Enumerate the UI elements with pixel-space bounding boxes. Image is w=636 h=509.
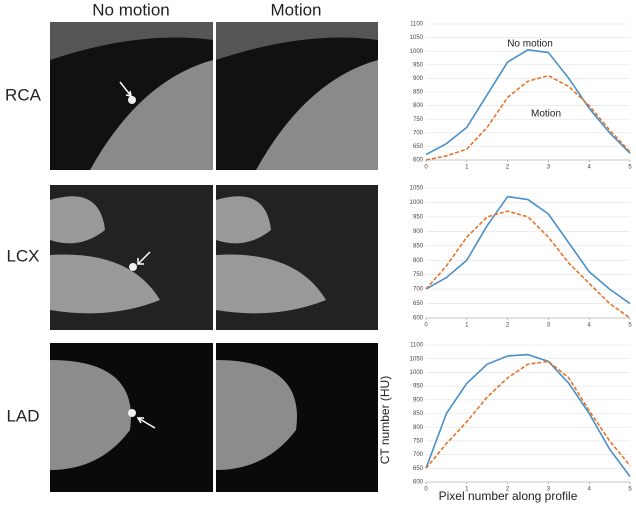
- y-tick-label: 850: [413, 411, 424, 417]
- y-tick-label: 750: [413, 438, 424, 444]
- series-line: [425, 195, 631, 305]
- x-axis-label: Pixel number along profile: [439, 489, 578, 503]
- y-tick-label: 900: [413, 397, 424, 403]
- y-tick-label: 750: [413, 117, 424, 123]
- x-tick-label: 5: [628, 323, 632, 329]
- y-tick-label: 950: [413, 62, 424, 68]
- x-tick-label: 1: [465, 165, 469, 171]
- x-tick-label: 0: [424, 165, 428, 171]
- x-tick-label: 4: [588, 323, 592, 329]
- row-label: LCX: [6, 246, 39, 265]
- y-tick-label: 850: [413, 90, 424, 96]
- y-tick-label: 650: [413, 301, 424, 307]
- y-tick-label: 950: [413, 214, 424, 220]
- annotation: Motion: [531, 109, 561, 120]
- x-tick-label: 5: [628, 487, 632, 493]
- y-tick-label: 800: [413, 258, 424, 264]
- series-line: [425, 353, 631, 477]
- x-tick-label: 2: [506, 165, 510, 171]
- y-tick-label: 700: [413, 287, 424, 293]
- x-tick-label: 1: [465, 323, 469, 329]
- series-line: [425, 360, 631, 469]
- y-tick-label: 750: [413, 272, 424, 278]
- x-tick-label: 5: [628, 165, 632, 171]
- y-tick-label: 800: [413, 103, 424, 109]
- row-label: RCA: [5, 85, 42, 104]
- y-tick-label: 850: [413, 243, 424, 249]
- x-tick-label: 2: [506, 323, 510, 329]
- y-tick-label: 600: [413, 480, 424, 486]
- y-tick-label: 900: [413, 229, 424, 235]
- y-tick-label: 600: [413, 158, 424, 164]
- x-tick-label: 4: [588, 487, 592, 493]
- y-tick-label: 1100: [410, 343, 424, 349]
- y-tick-label: 650: [413, 466, 424, 472]
- y-tick-label: 650: [413, 144, 424, 150]
- y-axis-label: CT number (HU): [378, 376, 392, 464]
- y-tick-label: 600: [413, 316, 424, 322]
- annotation: No motion: [507, 39, 553, 50]
- x-tick-label: 2: [506, 487, 510, 493]
- y-tick-label: 900: [413, 76, 424, 82]
- y-tick-label: 700: [413, 130, 424, 136]
- x-tick-label: 3: [547, 487, 551, 493]
- x-tick-label: 4: [588, 165, 592, 171]
- series-line: [425, 74, 631, 161]
- x-tick-label: 3: [547, 165, 551, 171]
- y-tick-label: 1000: [410, 200, 424, 206]
- series-line: [425, 210, 631, 319]
- column-header: No motion: [92, 0, 169, 19]
- row-label: LAD: [6, 406, 39, 425]
- series-line: [425, 49, 631, 156]
- x-tick-label: 0: [424, 323, 428, 329]
- y-tick-label: 1000: [410, 370, 424, 376]
- y-tick-label: 800: [413, 425, 424, 431]
- y-tick-label: 950: [413, 384, 424, 390]
- ct-images: [50, 22, 378, 492]
- x-tick-label: 3: [547, 323, 551, 329]
- y-tick-label: 1050: [410, 35, 424, 41]
- y-tick-label: 1000: [410, 49, 424, 55]
- x-tick-label: 1: [465, 487, 469, 493]
- y-tick-label: 1050: [410, 186, 424, 192]
- x-tick-label: 0: [424, 487, 428, 493]
- y-tick-label: 700: [413, 452, 424, 458]
- column-header: Motion: [270, 0, 321, 19]
- y-tick-label: 1050: [410, 356, 424, 362]
- y-tick-label: 1100: [410, 22, 424, 28]
